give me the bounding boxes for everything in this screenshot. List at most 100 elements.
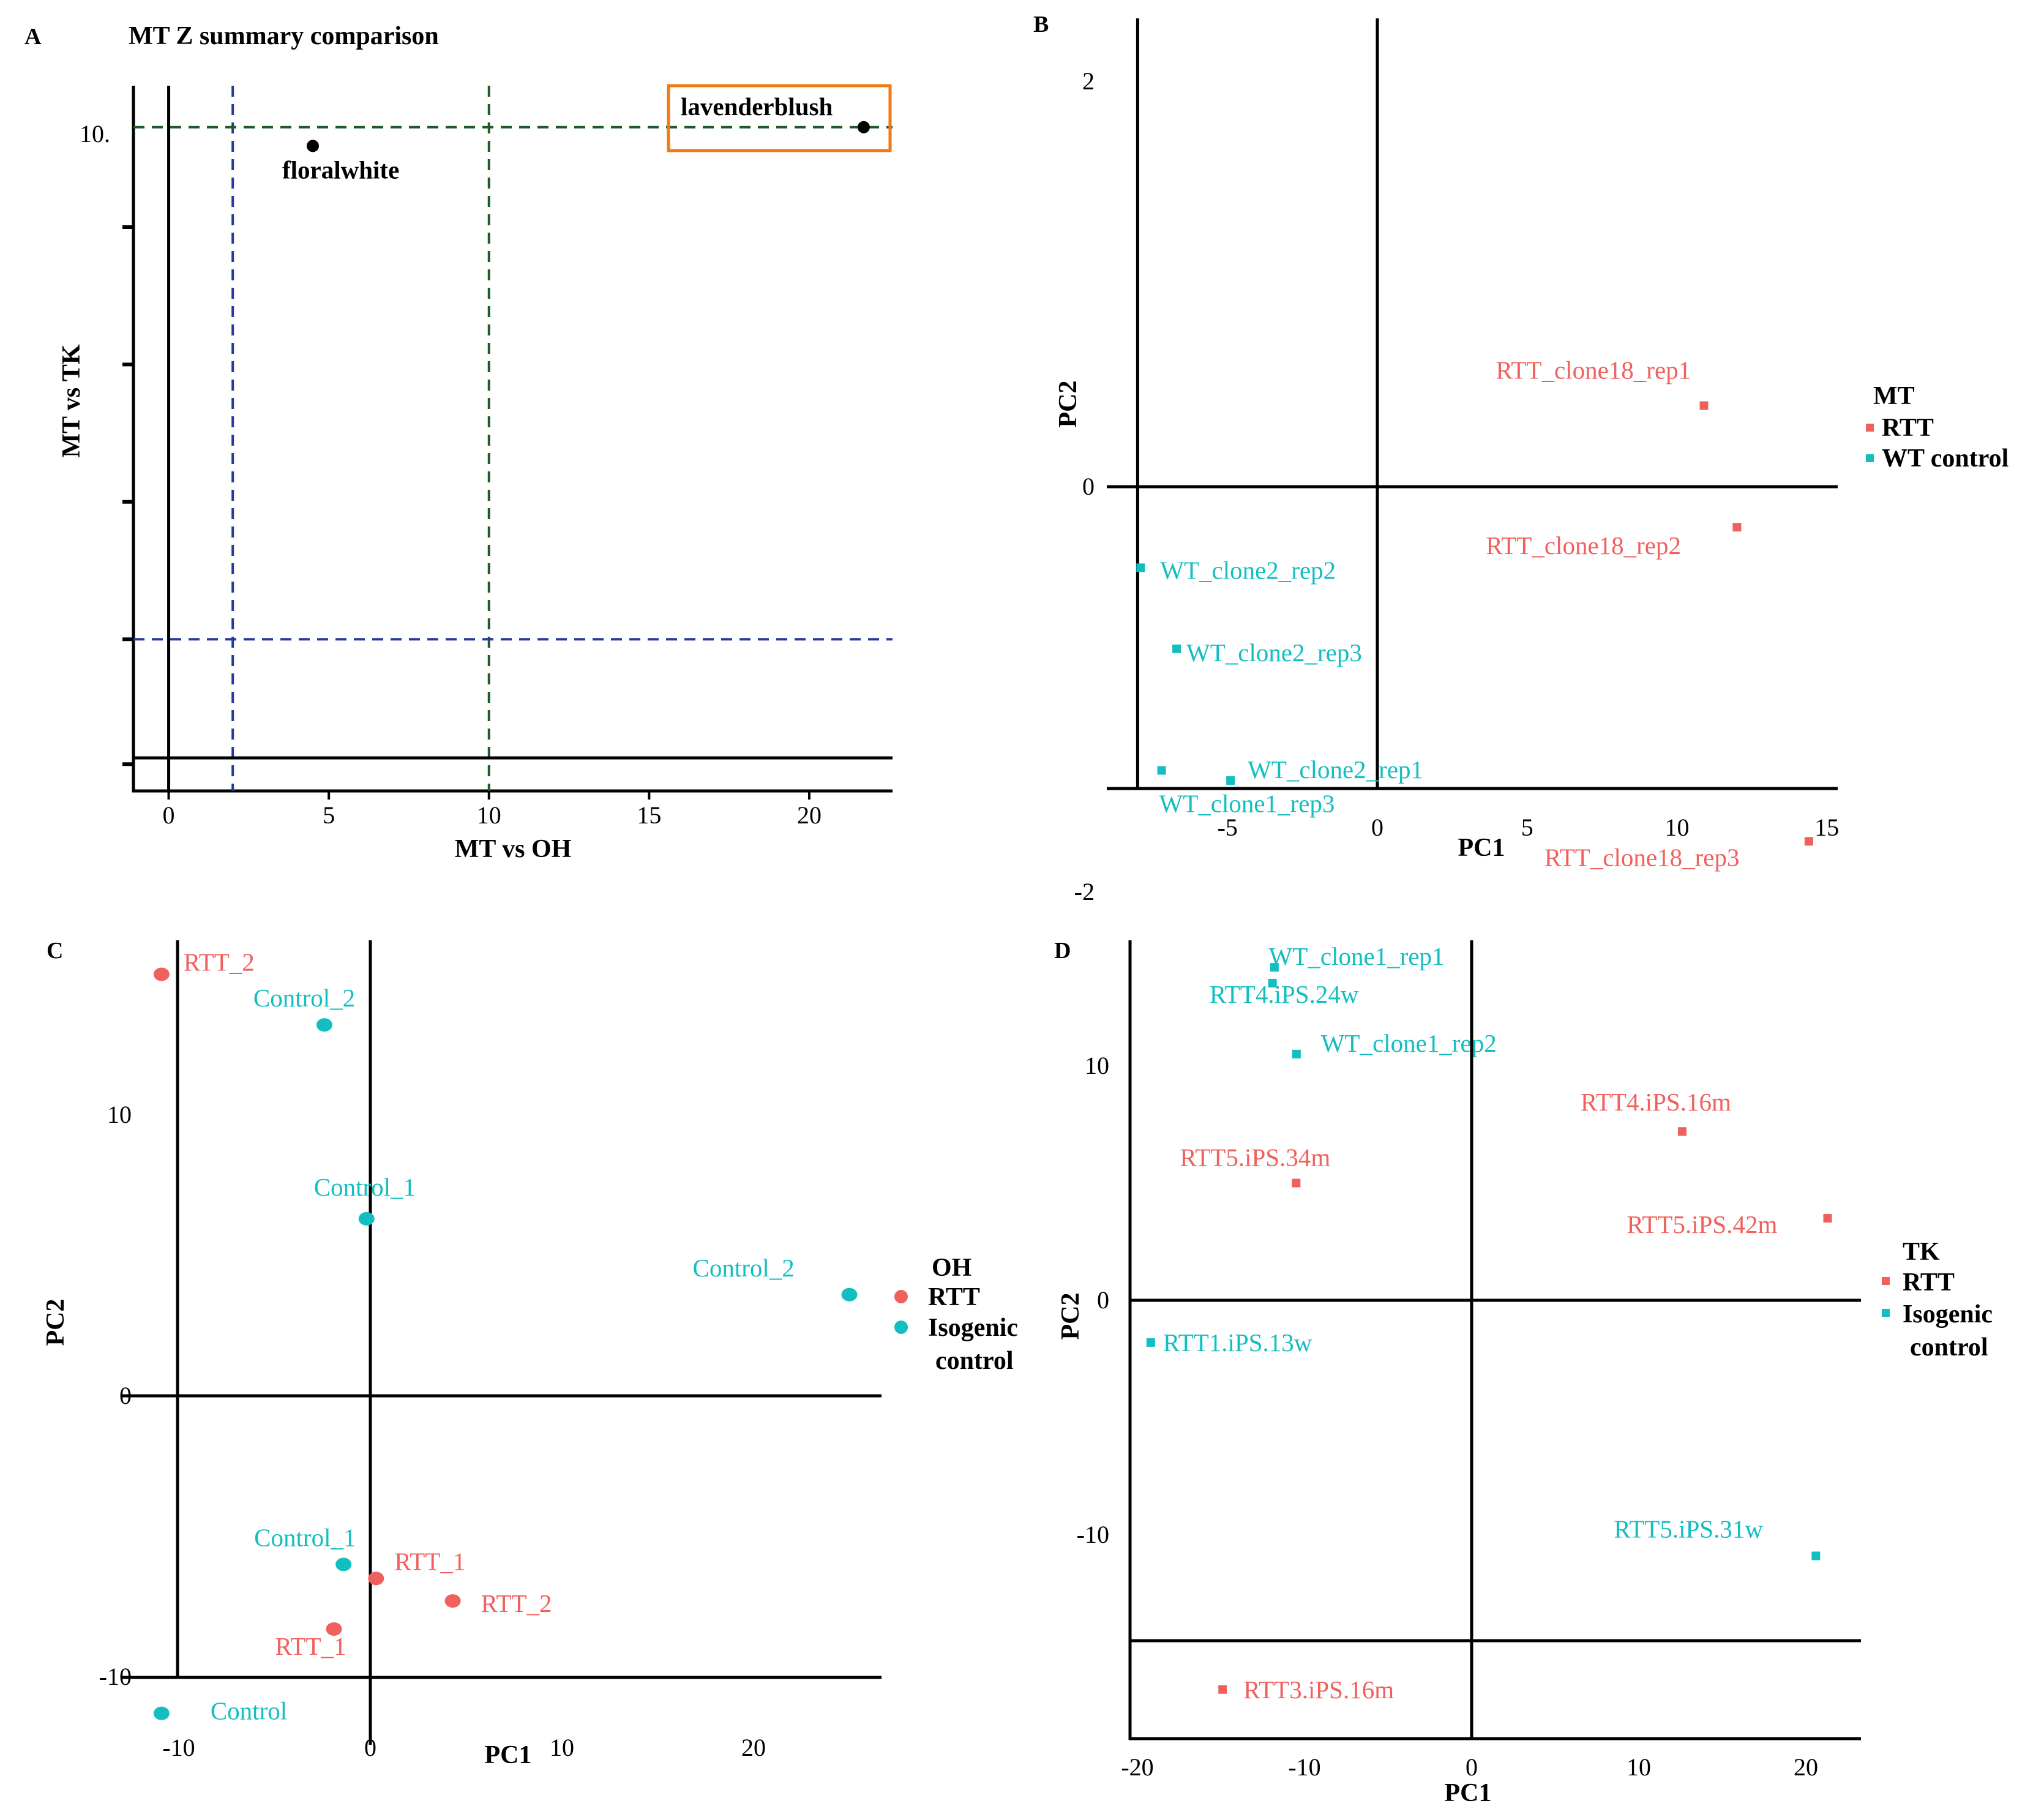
x-tick-label-0: 0	[163, 801, 175, 829]
y-axis-label: PC2	[1057, 1293, 1085, 1340]
data-label-8: Control	[211, 1697, 287, 1725]
legend-key-1	[1882, 1309, 1890, 1317]
data-point-6	[444, 1594, 461, 1608]
data-label-3: RTT5.iPS.42m	[1627, 1210, 1777, 1238]
y-tick-label-2: 10	[107, 1101, 132, 1128]
data-label-1: Control_2	[253, 984, 355, 1012]
panel-letter-d: D	[1054, 938, 1071, 964]
y-axis-label: PC2	[1054, 381, 1082, 428]
x-tick-label-4: 20	[797, 801, 822, 829]
x-tick-label-0: -5	[1218, 814, 1238, 841]
data-point-1	[316, 1018, 332, 1032]
x-tick-label-2: 10	[477, 801, 501, 829]
y-tick-label-2: 2	[1082, 67, 1095, 95]
data-point-7	[326, 1622, 342, 1636]
panel-d: D -20 -10 0 10 20 -10 0 10 PC1 PC2 RTT4.iPS.24w RTT4…	[1054, 938, 1993, 1807]
data-label-1: lavenderblush	[681, 92, 833, 121]
data-label-1: RTT4.iPS.16m	[1581, 1088, 1731, 1116]
legend-label-0: RTT	[928, 1283, 980, 1311]
x-axis-label: PC1	[1458, 834, 1505, 862]
legend-label-0: RTT	[1882, 414, 1934, 442]
data-point-3	[1699, 401, 1709, 410]
panel-letter-b: B	[1033, 12, 1049, 37]
y-tick-label-0: -10	[1077, 1521, 1109, 1548]
x-tick-label-1: 0	[1371, 814, 1383, 841]
data-point-1	[857, 121, 870, 133]
data-point-10	[1268, 978, 1277, 987]
x-tick-label-3: 10	[1627, 1753, 1651, 1781]
panel-b: B-5051015-2024PC1PC2RTT_clone15_rep3RTT_…	[1033, 12, 2008, 1058]
x-tick-label-2: 5	[1521, 814, 1533, 841]
x-axis-label: PC1	[1445, 1779, 1492, 1807]
x-tick-label-2: 10	[550, 1734, 574, 1761]
x-axis-label: PC1	[485, 1741, 532, 1769]
data-point-8	[153, 1706, 170, 1720]
data-label-4: Control_1	[254, 1523, 356, 1551]
data-point-5	[368, 1572, 384, 1586]
x-tick-label-1: -10	[1288, 1753, 1320, 1781]
data-point-5	[1811, 1551, 1821, 1560]
legend-key-1	[1866, 454, 1874, 462]
data-label-9: WT_clone1_rep3	[1159, 789, 1335, 817]
y-tick-label-0: -2	[1074, 878, 1095, 905]
data-label-4: RTT1.iPS.13w	[1163, 1328, 1312, 1357]
legend-key-0	[894, 1290, 908, 1303]
y-axis-label: PC2	[42, 1299, 70, 1346]
chart-title: MT Z summary comparison	[129, 22, 439, 50]
x-tick-label-3: 15	[637, 801, 661, 829]
x-tick-label-4: 15	[1814, 814, 1839, 841]
data-label-6: RTT_2	[481, 1589, 552, 1617]
panel-letter-a: A	[24, 24, 42, 50]
legend-title: MT	[1873, 382, 1915, 410]
y-tick-label-0: -10	[99, 1663, 132, 1690]
x-tick-label-0: -20	[1121, 1753, 1153, 1781]
data-point-1	[1677, 1127, 1686, 1136]
data-point-6	[1136, 563, 1145, 572]
data-point-2	[358, 1212, 375, 1226]
data-label-0: RTT4.iPS.24w	[1210, 980, 1359, 1008]
data-point-3	[1823, 1213, 1832, 1223]
data-point-4	[335, 1557, 352, 1572]
y-tick-label-1: 0	[1097, 1286, 1109, 1314]
legend-key-1	[894, 1321, 908, 1334]
x-tick-label-1: 5	[323, 801, 335, 829]
highlight-box	[667, 84, 892, 152]
legend-label-1: Isogenic control	[928, 1314, 1018, 1375]
data-point-0	[1270, 963, 1279, 972]
legend-title: OH	[932, 1254, 971, 1282]
data-point-3	[841, 1287, 858, 1302]
x-axis-label: MT vs OH	[455, 835, 572, 863]
legend-key-0	[1866, 424, 1874, 432]
data-point-0	[153, 967, 170, 981]
data-label-6: RTT3.iPS.16m	[1243, 1676, 1394, 1704]
data-label-4: RTT_clone18_rep2	[1486, 531, 1681, 560]
data-label-5: RTT_1	[394, 1547, 465, 1575]
y-axis-label: MT vs TK	[58, 344, 86, 457]
data-label-6: WT_clone2_rep2	[1160, 556, 1336, 584]
data-label-10: WT_clone1_rep1	[1269, 942, 1445, 970]
legend-label-1: Isogenic control	[1903, 1300, 1993, 1362]
x-tick-label-2: 0	[1466, 1753, 1478, 1781]
panel-a: A MT Z summary comparison 10. 0 5 10 15 20 MT vs…	[24, 22, 893, 863]
data-point-8	[1226, 776, 1235, 785]
data-label-7: WT_clone2_rep3	[1186, 639, 1362, 667]
data-label-0: RTT_2	[184, 948, 255, 976]
data-label-8: WT_clone2_rep1	[1248, 755, 1423, 784]
x-tick-label-1: 0	[364, 1734, 376, 1761]
x-tick-label-0: -10	[162, 1734, 195, 1761]
data-label-2: RTT5.iPS.34m	[1180, 1144, 1330, 1172]
data-label-5: RTT5.iPS.31w	[1614, 1515, 1763, 1543]
panel-c: C -10 0 10 20 -10 0 10 PC1 PC2 RTT_2 Control_2 Contr…	[42, 938, 1018, 1769]
data-label-7: RTT_1	[275, 1632, 346, 1660]
data-label-3: Control_2	[693, 1254, 795, 1282]
y-tick-label-1: 0	[1082, 473, 1095, 500]
x-tick-label-4: 20	[1794, 1753, 1818, 1781]
legend-label-1: WT control	[1882, 444, 2008, 473]
y-tick-label-1: 0	[119, 1382, 132, 1409]
legend-title: TK	[1903, 1238, 1940, 1266]
data-point-9	[1157, 766, 1166, 775]
data-point-0	[306, 140, 319, 152]
legend-label-0: RTT	[1903, 1268, 1955, 1297]
x-tick-label-3: 20	[741, 1734, 766, 1761]
